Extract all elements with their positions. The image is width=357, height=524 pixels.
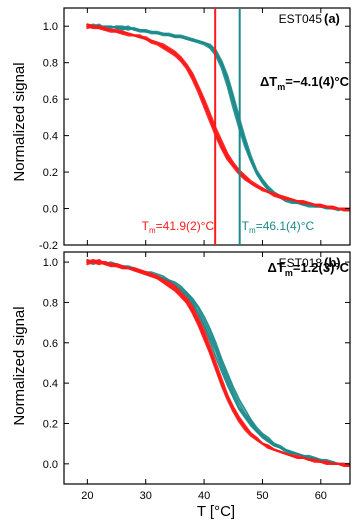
curve-teal-3 <box>86 23 350 212</box>
panel-b: 0.0 0.2 0.4 0.6 0.8 1.0 20 30 40 50 60 EST018 (b)ΔTm… <box>43 251 351 502</box>
y-tick-label: 1.0 <box>43 21 58 33</box>
y-tick-label: -0.2 <box>39 240 58 252</box>
tm-label-red: Tm=41.9(2)°C <box>142 219 215 235</box>
y-axis-label-a: Normalized signal <box>11 62 28 181</box>
y-tick-label: 0.0 <box>43 204 58 216</box>
plot-frame <box>63 7 351 246</box>
tm-label-teal: Tm=46.1(4)°C <box>242 219 315 235</box>
y-tick-label: 0.8 <box>43 58 58 70</box>
curve-teal-1 <box>86 23 350 212</box>
delta-tm-annotation: ΔTm=−4.1(4)°C <box>260 74 350 92</box>
x-tick-label: 30 <box>140 490 152 502</box>
y-tick-label: 0.2 <box>43 167 58 179</box>
x-tick-label: 40 <box>198 490 210 502</box>
curve-red-3 <box>86 260 350 467</box>
curve-red-3 <box>86 25 350 212</box>
y-tick-label: 0.2 <box>43 418 58 430</box>
y-tick-label: 0.4 <box>43 131 58 143</box>
panel-label: (b) <box>324 255 341 270</box>
curve-teal-2 <box>86 23 350 212</box>
panel-label: (a) <box>324 11 340 26</box>
x-tick-label: 50 <box>256 490 268 502</box>
y-axis-label-b: Normalized signal <box>11 306 28 425</box>
panel-a: -0.2 0.0 0.2 0.4 0.6 0.8 1.0 EST045 (a) ΔTm=−4.1(… <box>39 7 351 252</box>
sample-label: EST045 <box>279 12 323 26</box>
curve-red-2 <box>86 23 350 210</box>
x-axis-label: T [°C] <box>197 503 235 520</box>
x-tick-label: 20 <box>81 490 93 502</box>
delta-tm-annotation: ΔTm=1.2(3)°C <box>268 260 350 278</box>
y-tick-label: 0.0 <box>43 459 58 471</box>
curves-group <box>86 23 350 212</box>
y-tick-label: 0.6 <box>43 338 58 350</box>
plot-frame <box>63 251 351 485</box>
y-tick-label: 0.4 <box>43 378 58 390</box>
y-tick-label: 0.6 <box>43 94 58 106</box>
curves-group <box>86 258 350 467</box>
y-tick-label: 1.0 <box>43 257 58 269</box>
curve-teal-0 <box>86 259 350 467</box>
x-tick-label: 60 <box>315 490 327 502</box>
y-tick-label: 0.8 <box>43 297 58 309</box>
sample-label: EST018 <box>279 256 323 270</box>
